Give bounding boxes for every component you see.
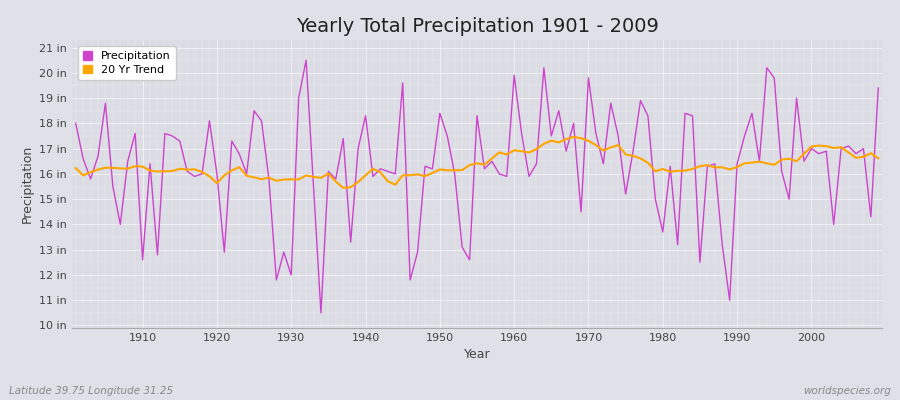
20 Yr Trend bbox=[70, 166, 81, 170]
20 Yr Trend bbox=[568, 134, 579, 139]
20 Yr Trend bbox=[873, 156, 884, 161]
Y-axis label: Precipitation: Precipitation bbox=[21, 145, 33, 223]
Precipitation bbox=[301, 58, 311, 63]
Line: 20 Yr Trend: 20 Yr Trend bbox=[76, 137, 878, 188]
Text: Latitude 39.75 Longitude 31.25: Latitude 39.75 Longitude 31.25 bbox=[9, 386, 173, 396]
Precipitation bbox=[873, 86, 884, 90]
Precipitation bbox=[70, 121, 81, 126]
20 Yr Trend bbox=[130, 164, 140, 168]
X-axis label: Year: Year bbox=[464, 348, 490, 362]
Precipitation bbox=[316, 310, 327, 315]
20 Yr Trend bbox=[338, 186, 348, 190]
Text: worldspecies.org: worldspecies.org bbox=[803, 386, 891, 396]
Precipitation bbox=[293, 96, 304, 100]
Precipitation bbox=[517, 131, 527, 136]
20 Yr Trend bbox=[517, 149, 527, 154]
20 Yr Trend bbox=[346, 185, 356, 190]
Line: Precipitation: Precipitation bbox=[76, 60, 878, 313]
20 Yr Trend bbox=[613, 143, 624, 148]
20 Yr Trend bbox=[508, 148, 519, 152]
Legend: Precipitation, 20 Yr Trend: Precipitation, 20 Yr Trend bbox=[77, 46, 176, 80]
20 Yr Trend bbox=[293, 177, 304, 182]
Title: Yearly Total Precipitation 1901 - 2009: Yearly Total Precipitation 1901 - 2009 bbox=[295, 17, 659, 36]
Precipitation bbox=[613, 134, 624, 138]
Precipitation bbox=[524, 174, 535, 179]
Precipitation bbox=[353, 146, 364, 151]
Precipitation bbox=[130, 131, 140, 136]
